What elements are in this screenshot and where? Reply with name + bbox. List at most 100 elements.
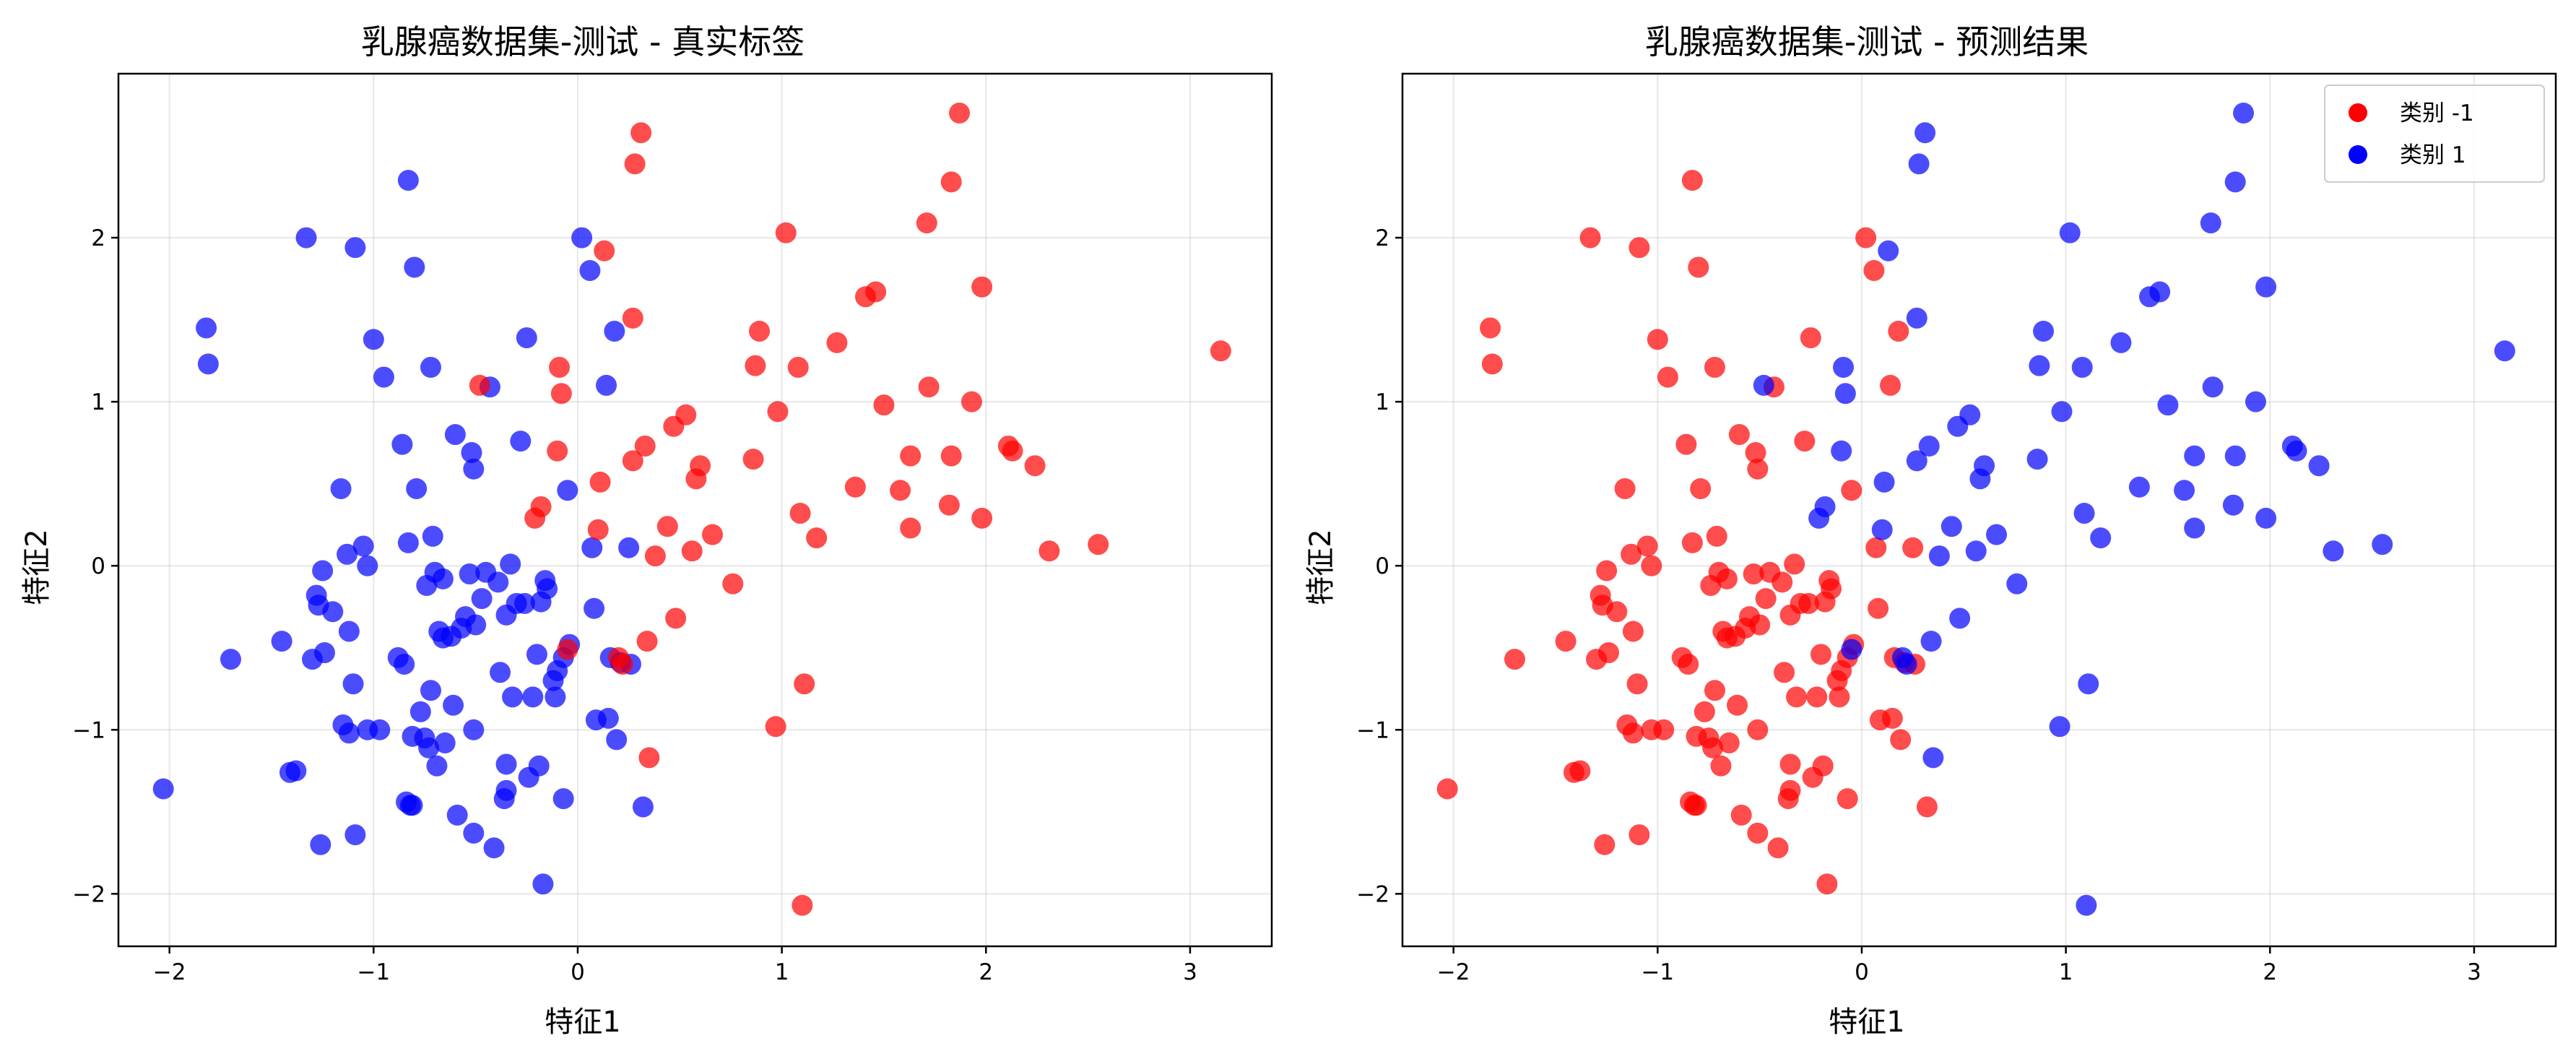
point-class-neg xyxy=(547,440,568,462)
point-class-neg xyxy=(1855,227,1877,248)
y-tick-label: −2 xyxy=(72,881,105,907)
point-class-pos xyxy=(2006,573,2028,595)
point-class-pos xyxy=(295,227,317,248)
x-axis-label: 特征1 xyxy=(1829,1006,1904,1039)
x-tick-label: 0 xyxy=(1855,959,1869,985)
point-class-neg xyxy=(702,524,724,545)
point-class-pos xyxy=(404,256,425,278)
point-class-pos xyxy=(1753,374,1774,396)
point-class-neg xyxy=(960,391,982,412)
point-class-pos xyxy=(2372,534,2393,556)
point-class-pos xyxy=(1914,122,1936,144)
point-class-neg xyxy=(1816,873,1838,895)
point-class-pos xyxy=(2029,355,2050,376)
point-class-pos xyxy=(1841,639,1862,660)
point-class-neg xyxy=(638,747,660,769)
point-class-pos xyxy=(618,537,640,558)
point-class-pos xyxy=(1940,516,1962,537)
point-class-pos xyxy=(342,673,364,695)
point-class-neg xyxy=(1596,560,1618,582)
point-class-neg xyxy=(826,332,848,353)
x-tick-label: 3 xyxy=(1183,959,1197,985)
point-class-pos xyxy=(1814,496,1836,517)
point-class-pos xyxy=(461,442,482,464)
point-class-pos xyxy=(1959,404,1981,425)
point-class-neg xyxy=(1902,537,1924,558)
x-tick-label: −2 xyxy=(1437,959,1470,985)
x-tick-label: −1 xyxy=(357,959,390,985)
point-class-pos xyxy=(500,553,521,575)
point-class-neg xyxy=(1868,597,1889,619)
point-class-pos xyxy=(1878,240,1899,261)
point-class-pos xyxy=(312,560,334,582)
point-class-neg xyxy=(844,476,866,498)
point-class-neg xyxy=(916,212,937,234)
point-class-neg xyxy=(624,153,646,175)
point-class-neg xyxy=(865,281,887,303)
point-class-pos xyxy=(2255,507,2277,529)
point-class-pos xyxy=(2078,673,2099,695)
point-class-pos xyxy=(2051,401,2073,423)
point-class-neg xyxy=(1747,719,1769,740)
point-class-neg xyxy=(1694,701,1715,722)
point-class-pos xyxy=(2033,320,2055,342)
point-class-neg xyxy=(1641,555,1662,576)
point-class-pos xyxy=(1965,540,1987,562)
y-tick-label: 2 xyxy=(91,225,105,251)
point-class-neg xyxy=(1653,719,1675,740)
point-class-neg xyxy=(1916,796,1938,818)
point-class-pos xyxy=(2149,281,2171,303)
point-class-pos xyxy=(532,873,554,895)
point-class-neg xyxy=(1784,553,1805,575)
point-class-neg xyxy=(1606,601,1628,623)
point-class-neg xyxy=(1890,729,1912,751)
point-class-pos xyxy=(2200,212,2221,234)
point-class-pos xyxy=(606,729,628,751)
point-class-pos xyxy=(463,822,485,844)
point-class-neg xyxy=(665,608,687,629)
point-class-pos xyxy=(285,760,307,782)
point-class-pos xyxy=(2174,480,2195,501)
point-class-pos xyxy=(597,707,619,729)
point-class-neg xyxy=(1686,795,1707,816)
point-class-neg xyxy=(1730,804,1752,826)
point-class-pos xyxy=(495,779,517,801)
point-class-pos xyxy=(545,686,566,708)
x-tick-label: 1 xyxy=(775,959,789,985)
point-class-pos xyxy=(2184,445,2206,467)
point-class-neg xyxy=(1678,653,1699,675)
point-class-neg xyxy=(940,171,962,193)
point-class-pos xyxy=(338,621,360,642)
point-class-neg xyxy=(656,516,678,537)
chart-title: 乳腺癌数据集-测试 - 真实标签 xyxy=(361,22,805,61)
point-class-neg xyxy=(1749,614,1771,636)
point-class-pos xyxy=(510,431,532,452)
point-class-pos xyxy=(2076,894,2097,916)
point-class-pos xyxy=(2073,503,2095,524)
point-class-neg xyxy=(1774,662,1795,683)
point-class-pos xyxy=(1922,747,1944,769)
x-tick-label: 2 xyxy=(979,959,993,985)
point-class-pos xyxy=(459,563,480,585)
point-class-pos xyxy=(420,680,441,701)
y-tick-label: 1 xyxy=(91,389,105,415)
point-class-neg xyxy=(1821,578,1842,600)
point-class-pos xyxy=(418,737,440,758)
point-class-pos xyxy=(1974,455,1995,477)
x-axis-label: 特征1 xyxy=(545,1006,620,1039)
point-class-pos xyxy=(1871,519,1893,540)
point-class-pos xyxy=(422,525,443,547)
point-class-neg xyxy=(1688,256,1709,278)
legend: 类别 -1 类别 1 xyxy=(2324,85,2545,183)
point-class-pos xyxy=(2049,716,2070,738)
point-class-pos xyxy=(310,834,331,855)
point-class-pos xyxy=(344,824,366,846)
point-class-neg xyxy=(1579,227,1601,248)
point-class-neg xyxy=(1038,540,1060,562)
point-class-pos xyxy=(516,327,537,349)
point-class-pos xyxy=(2184,517,2206,539)
point-class-pos xyxy=(584,597,605,619)
plot-area xyxy=(1402,74,2556,946)
point-class-neg xyxy=(1702,737,1724,758)
point-class-neg xyxy=(900,445,921,467)
